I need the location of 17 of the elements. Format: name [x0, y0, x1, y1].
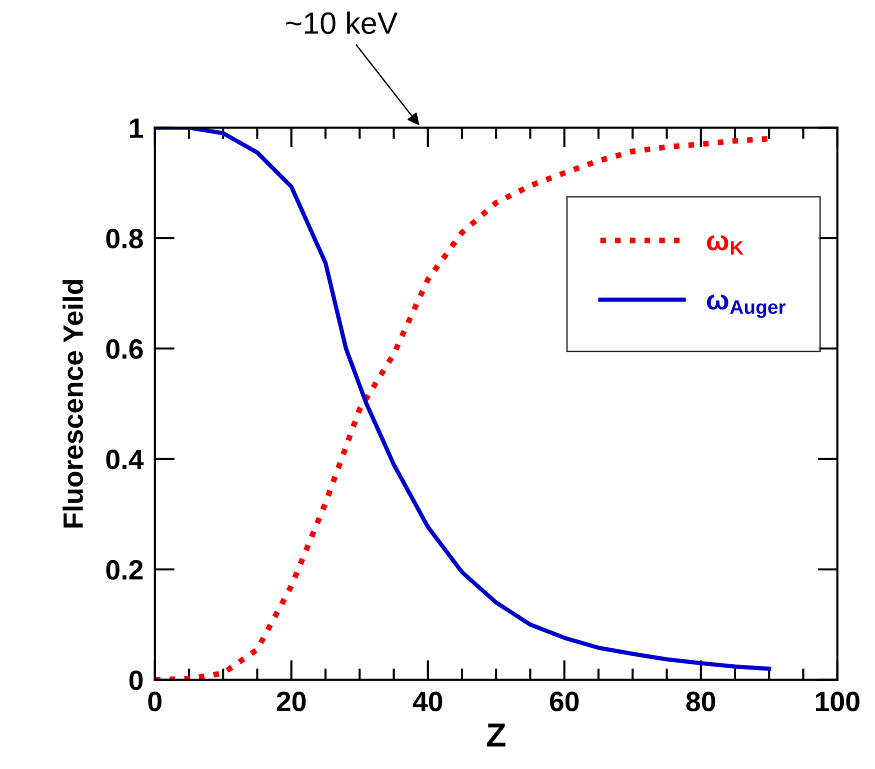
y-tick-label: 0.2: [106, 560, 143, 580]
y-tick-label: 0: [129, 670, 143, 690]
y-tick-label: 0.8: [106, 228, 143, 248]
y-tick-label: 1: [130, 118, 143, 138]
y-tick-label: 0.6: [106, 339, 143, 359]
x-tick-label: 80: [686, 692, 716, 712]
text: ~10 keV: [286, 12, 398, 34]
y-tick-label: 0.4: [106, 450, 144, 470]
x-axis-title: Z: [486, 724, 506, 747]
x-tick-label: 0: [148, 692, 162, 712]
y-axis-title: Fluorescence Yeild: [62, 280, 83, 528]
legend-label: ω$_{K}$: [707, 235, 744, 255]
x-tick-label: 20: [276, 692, 306, 712]
x-tick-label: 100: [816, 692, 860, 712]
x-tick-label: 40: [412, 692, 442, 712]
x-tick-label: 60: [550, 692, 579, 712]
legend-label: ω$_{Auger}$: [707, 294, 786, 318]
